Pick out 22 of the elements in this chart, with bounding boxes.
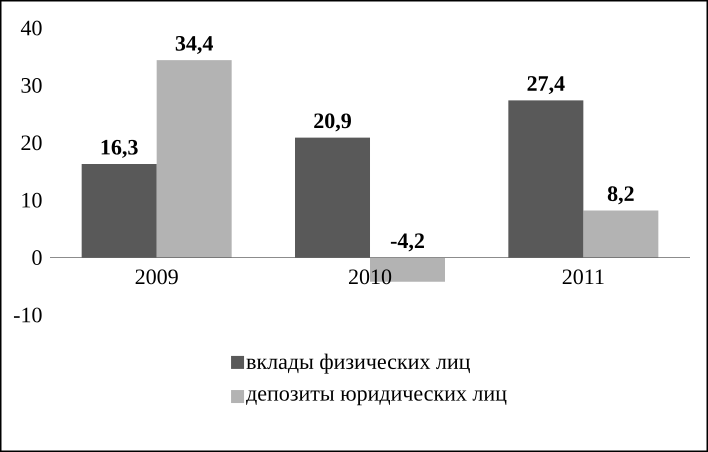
bar <box>82 164 157 258</box>
legend-label: депозиты юридических лиц <box>246 390 506 406</box>
y-tick-label: 30 <box>22 78 42 93</box>
data-label: 20,9 <box>314 113 351 132</box>
data-label: -4,2 <box>390 233 424 252</box>
bar <box>156 60 232 258</box>
data-label: 8,2 <box>608 186 634 204</box>
x-tick-label: 2010 <box>348 269 392 284</box>
y-tick-label: -10 <box>14 308 42 322</box>
y-tick-label: 10 <box>22 192 42 208</box>
data-label: 16,3 <box>102 140 138 158</box>
bar <box>508 100 584 258</box>
bar <box>583 210 658 258</box>
x-tick-label: 2011 <box>562 269 604 284</box>
y-tick-label: 40 <box>20 20 42 36</box>
x-tick-label: 2009 <box>136 269 178 284</box>
legend-label: вклады физических лиц <box>246 354 470 374</box>
data-label: 27,4 <box>528 76 565 94</box>
y-tick-label: 0 <box>32 250 42 266</box>
y-tick-label: 20 <box>21 135 42 150</box>
data-label: 34,4 <box>176 36 214 54</box>
bar <box>295 138 370 258</box>
